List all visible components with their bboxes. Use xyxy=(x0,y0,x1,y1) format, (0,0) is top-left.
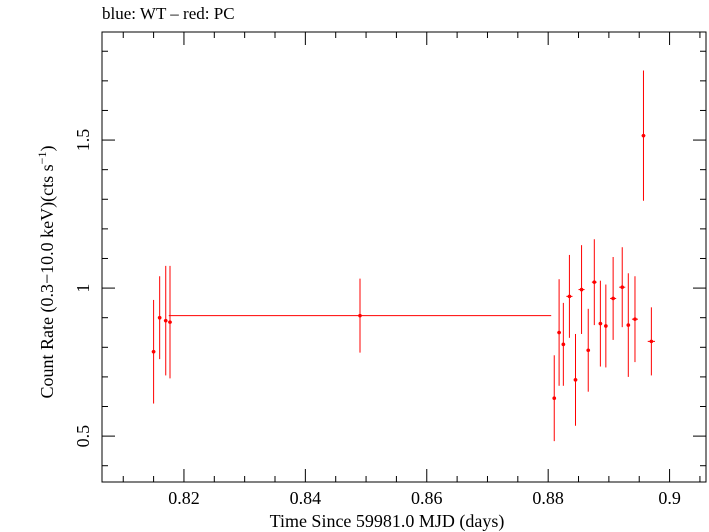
data-point xyxy=(619,247,626,328)
data-marker xyxy=(163,318,168,323)
data-marker xyxy=(620,285,625,289)
data-marker xyxy=(626,323,631,327)
data-marker xyxy=(611,296,615,301)
data-marker xyxy=(168,320,172,324)
y-axis-title-sup: −1 xyxy=(35,152,49,165)
data-points xyxy=(151,70,656,442)
y-axis-title: Count Rate (0.3−10.0 keV)(cts s−1) xyxy=(35,146,58,399)
data-marker xyxy=(157,315,162,320)
x-tick-label: 0.82 xyxy=(168,488,200,508)
data-point xyxy=(647,307,656,376)
data-marker xyxy=(552,396,557,401)
data-point xyxy=(586,308,591,392)
data-point xyxy=(151,299,156,404)
data-point xyxy=(163,265,168,376)
data-point xyxy=(157,276,162,360)
y-tick-label: 1.5 xyxy=(73,129,93,152)
data-point xyxy=(561,302,566,386)
data-marker xyxy=(557,330,561,335)
data-marker xyxy=(633,317,637,321)
data-point xyxy=(591,239,597,326)
data-point xyxy=(168,278,552,353)
axis-ticks xyxy=(102,32,706,482)
data-point xyxy=(631,276,639,363)
data-point xyxy=(626,273,631,377)
x-axis-title: Time Since 59981.0 MJD (days) xyxy=(270,511,505,532)
data-point xyxy=(604,284,608,368)
y-tick-label: 0.5 xyxy=(73,425,93,448)
plot-title: blue: WT – red: PC xyxy=(102,4,235,23)
data-point xyxy=(552,355,557,442)
x-tick-label: 0.9 xyxy=(658,488,681,508)
data-point xyxy=(573,333,578,426)
data-marker xyxy=(567,294,572,299)
data-point xyxy=(566,254,573,338)
y-tick-label: 1 xyxy=(73,284,93,293)
data-marker xyxy=(561,342,566,347)
y-axis-title-main: Count Rate (0.3−10.0 keV)(cts s xyxy=(37,164,58,398)
x-tick-label: 0.88 xyxy=(532,488,564,508)
plot-border xyxy=(101,31,707,483)
data-marker xyxy=(649,339,654,344)
data-point xyxy=(598,280,603,367)
x-tick-label: 0.86 xyxy=(411,488,443,508)
data-marker xyxy=(358,313,362,318)
data-point xyxy=(641,70,646,201)
data-marker xyxy=(573,378,578,382)
data-point xyxy=(168,265,172,379)
data-marker xyxy=(586,348,591,353)
data-point xyxy=(610,257,617,340)
data-marker xyxy=(641,133,646,138)
plot-frame xyxy=(101,31,707,483)
data-marker xyxy=(579,287,584,292)
data-point xyxy=(557,279,561,386)
data-point xyxy=(578,245,585,334)
axis-tick-labels: 0.82 0.84 0.86 0.88 0.9 0.5 1 1.5 xyxy=(73,129,681,508)
data-marker xyxy=(598,321,603,326)
x-tick-label: 0.84 xyxy=(290,488,322,508)
data-marker xyxy=(604,324,608,328)
data-marker xyxy=(592,280,597,284)
data-marker xyxy=(151,349,156,354)
y-axis-title-end: ) xyxy=(37,146,58,152)
